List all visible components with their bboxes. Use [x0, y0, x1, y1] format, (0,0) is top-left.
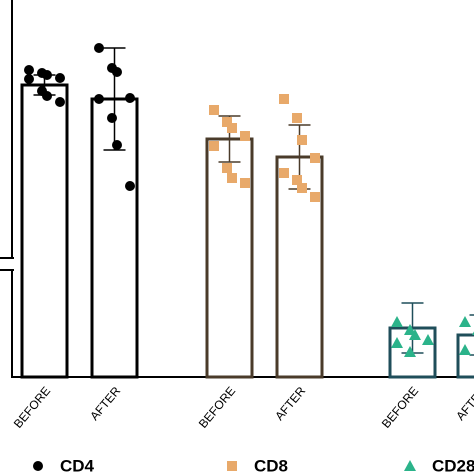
data-point: [240, 131, 250, 141]
x-tick-label: AFTER: [272, 384, 308, 423]
data-point: [112, 140, 122, 150]
data-point: [209, 105, 219, 115]
data-point: [94, 94, 104, 104]
legend-label: CD8: [254, 456, 288, 474]
data-point: [55, 73, 65, 83]
data-point: [292, 175, 302, 185]
data-point: [292, 113, 302, 123]
data-point: [227, 461, 237, 471]
data-point: [279, 94, 289, 104]
data-point: [24, 65, 34, 75]
data-point: [409, 329, 421, 340]
x-tick-label: AFTER: [87, 384, 123, 423]
data-point: [459, 316, 471, 327]
data-point: [391, 316, 403, 327]
data-point: [459, 344, 471, 355]
bar: [20, 83, 69, 379]
data-point: [42, 70, 52, 80]
data-point: [55, 97, 65, 107]
data-point: [222, 117, 232, 127]
data-point: [297, 135, 307, 145]
data-point: [310, 153, 320, 163]
data-point: [227, 173, 237, 183]
data-point: [297, 183, 307, 193]
x-tick-label: AFTER: [453, 384, 474, 423]
data-point: [404, 346, 416, 357]
x-tick-label: BEFORE: [379, 384, 421, 431]
data-point: [227, 123, 237, 133]
data-point: [107, 113, 117, 123]
data-point: [33, 461, 43, 471]
data-point: [24, 74, 34, 84]
data-point: [42, 91, 52, 101]
x-tick-label: BEFORE: [196, 384, 238, 431]
data-point: [240, 178, 250, 188]
bar: [456, 333, 474, 379]
data-point: [279, 168, 289, 178]
data-point: [94, 43, 104, 53]
error-bar: [469, 314, 474, 356]
data-point: [209, 141, 219, 151]
data-point: [422, 334, 434, 345]
legend-label: CD28: [432, 456, 474, 474]
data-point: [125, 181, 135, 191]
data-point: [404, 324, 416, 335]
data-point: [112, 67, 122, 77]
data-point: [391, 337, 403, 348]
data-point: [404, 460, 416, 471]
legend-label: CD4: [60, 456, 95, 474]
data-point: [222, 163, 232, 173]
data-point: [310, 192, 320, 202]
data-point: [125, 93, 135, 103]
x-tick-label: BEFORE: [11, 384, 53, 431]
